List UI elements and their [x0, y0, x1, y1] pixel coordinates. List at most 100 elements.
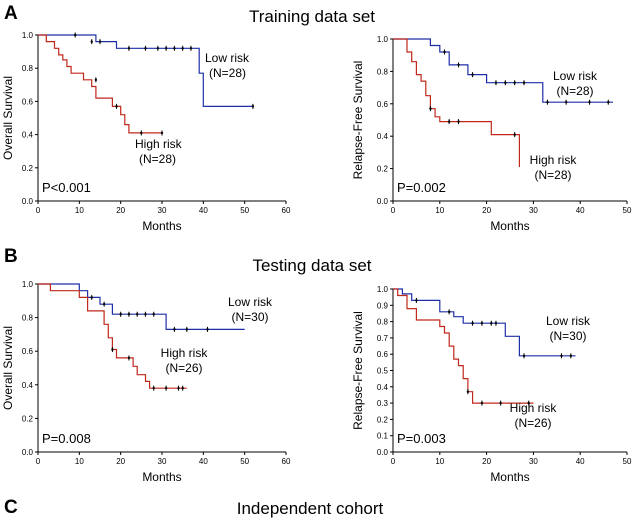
low-risk-censor-dot	[569, 354, 573, 358]
high-risk-censor-dot	[177, 386, 180, 390]
low-risk-censor-dot	[90, 40, 93, 43]
x-tick-label: 0	[391, 206, 396, 215]
low-risk-censor-dot	[206, 328, 209, 331]
low-risk-censor-dot	[102, 302, 106, 306]
x-tick-label: 20	[116, 457, 125, 466]
low-risk-censor-dot	[471, 73, 474, 76]
low-risk-censor-dot	[607, 100, 610, 104]
x-axis-label: Months	[142, 470, 181, 484]
y-tick-label: 0.1	[377, 432, 389, 441]
low-risk-n-label: (N=30)	[549, 329, 586, 343]
low-risk-censor-dot	[185, 328, 188, 331]
x-tick-label: 40	[199, 457, 208, 466]
y-tick-label: 0.6	[377, 350, 389, 359]
low-risk-censor-dot	[98, 40, 102, 43]
low-risk-censor-dot	[74, 33, 77, 37]
high-risk-censor-dot	[152, 386, 155, 390]
low-risk-censor-dot	[415, 299, 418, 302]
y-tick-label: 1.0	[22, 31, 34, 40]
high-risk-label: High risk	[161, 346, 209, 360]
low-risk-censor-dot	[173, 47, 176, 50]
x-tick-label: 30	[529, 206, 538, 215]
high-risk-censor-dot	[499, 401, 502, 405]
y-tick-label: 1.0	[22, 280, 34, 289]
low-risk-censor-dot	[564, 100, 568, 104]
y-tick-label: 0.0	[22, 197, 34, 206]
high-risk-censor-dot	[457, 120, 460, 123]
high-risk-n-label: (N=28)	[534, 168, 571, 182]
chart-training-overall-survival: 0.0 0.2 0.4 0.6 0.8 1.0 0 10 20 30 40 50 60 Months Ove…	[1, 31, 291, 233]
y-tick-label: 1.0	[377, 285, 389, 294]
panel-letter-c: C	[4, 497, 18, 518]
x-tick-label: 40	[199, 206, 208, 215]
high-risk-label: High risk	[135, 137, 183, 151]
y-tick-label: 0.5	[377, 367, 389, 376]
low-risk-censor-dot	[522, 354, 526, 358]
y-tick-label: 0.8	[377, 67, 389, 76]
high-risk-censor-dot	[429, 107, 432, 110]
low-risk-censor-dot	[504, 81, 507, 84]
panel-letter-b: B	[4, 246, 18, 267]
high-risk-curve	[38, 34, 162, 134]
y-tick-label: 0.6	[377, 100, 389, 109]
low-risk-censor-dot	[443, 50, 446, 54]
x-tick-label: 10	[435, 206, 444, 215]
low-risk-censor-dot	[560, 354, 563, 358]
p-value: P<0.001	[42, 180, 91, 195]
high-risk-censor-dot	[480, 401, 484, 405]
high-risk-censor-dot	[111, 348, 114, 351]
low-risk-censor-dot	[494, 322, 498, 325]
p-value: P=0.002	[397, 180, 446, 195]
low-risk-censor-dot	[447, 310, 451, 314]
x-tick-label: 0	[391, 457, 396, 466]
y-tick-label: 0.2	[22, 414, 34, 423]
low-risk-censor-dot	[144, 47, 147, 50]
low-risk-censor-dot	[127, 313, 131, 316]
x-tick-label: 10	[75, 457, 84, 466]
high-risk-censor-dot	[513, 133, 516, 136]
x-axis-label: Months	[142, 219, 181, 233]
x-tick-label: 20	[116, 206, 125, 215]
y-axis-label: Relapse-Free Survival	[351, 311, 365, 430]
low-risk-censor-dot	[136, 313, 139, 316]
section-title-testing: Testing data set	[252, 256, 371, 275]
high-risk-censor-dot	[140, 131, 143, 135]
x-tick-label: 60	[282, 457, 291, 466]
x-tick-label: 40	[576, 457, 585, 466]
low-risk-censor-dot	[152, 313, 155, 316]
x-tick-label: 0	[36, 457, 41, 466]
y-tick-label: 0.2	[22, 164, 34, 173]
low-risk-label: Low risk	[205, 51, 250, 65]
low-risk-censor-dot	[127, 47, 131, 50]
high-risk-censor-dot	[94, 78, 98, 82]
low-risk-censor-dot	[490, 322, 493, 325]
low-risk-n-label: (N=30)	[231, 310, 268, 324]
chart-training-relapse-free-survival: 0.0 0.2 0.4 0.6 0.8 1.0 0 10 20 30 40 50 Months Relap…	[351, 35, 632, 233]
high-risk-censor-dot	[181, 386, 184, 390]
low-risk-censor-dot	[457, 63, 460, 67]
high-risk-censor-dot	[127, 356, 131, 360]
y-tick-label: 0.4	[22, 131, 34, 140]
x-axis-label: Months	[490, 219, 529, 233]
y-axis-label: Overall Survival	[1, 76, 15, 160]
y-tick-label: 0.6	[22, 347, 34, 356]
low-risk-curve	[393, 288, 576, 357]
x-axis-label: Months	[490, 470, 529, 484]
x-tick-label: 20	[482, 206, 491, 215]
y-tick-label: 0.4	[377, 383, 389, 392]
y-tick-label: 1.0	[377, 35, 389, 44]
chart-testing-relapse-free-survival: 0.0 0.1 0.2 0.3 0.4 0.5 0.6 0.7 0.8 0.9 1.0 0 10 20 30…	[351, 285, 632, 484]
low-risk-censor-dot	[251, 105, 255, 108]
y-tick-label: 0.2	[377, 415, 389, 424]
low-risk-censor-dot	[119, 313, 122, 316]
section-title-training: Training data set	[249, 7, 375, 26]
y-tick-label: 0.6	[22, 97, 34, 106]
low-risk-label: Low risk	[546, 314, 591, 328]
low-risk-censor-dot	[90, 296, 93, 299]
high-risk-curve	[393, 38, 520, 167]
low-risk-censor-dot	[494, 81, 498, 84]
low-risk-n-label: (N=28)	[556, 84, 593, 98]
x-tick-label: 50	[240, 457, 249, 466]
high-risk-censor-dot	[466, 390, 470, 393]
y-tick-label: 0.8	[22, 314, 34, 323]
